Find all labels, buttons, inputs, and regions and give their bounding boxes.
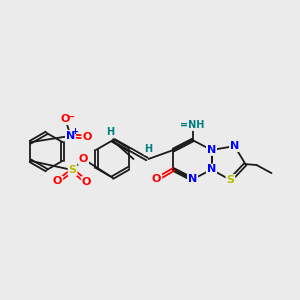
Text: O: O	[61, 114, 70, 124]
Text: S: S	[69, 165, 76, 175]
Text: N: N	[230, 141, 239, 151]
Text: O: O	[53, 176, 62, 187]
Text: N: N	[207, 164, 216, 175]
Text: N: N	[207, 145, 216, 155]
Text: O: O	[82, 177, 91, 187]
Text: +: +	[71, 127, 78, 136]
Text: −: −	[67, 112, 75, 122]
Text: O: O	[82, 132, 92, 142]
Text: H: H	[144, 144, 153, 154]
Text: O: O	[79, 154, 88, 164]
Text: =NH: =NH	[180, 120, 205, 130]
Text: N: N	[66, 131, 75, 141]
Text: S: S	[226, 175, 234, 185]
Text: O: O	[152, 174, 161, 184]
Text: H: H	[106, 127, 114, 137]
Text: N: N	[188, 174, 197, 184]
